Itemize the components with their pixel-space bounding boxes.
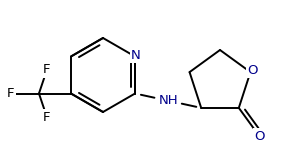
Text: N: N xyxy=(131,49,141,62)
Text: O: O xyxy=(247,64,258,77)
Text: NH: NH xyxy=(158,94,178,107)
Text: O: O xyxy=(254,130,265,143)
Text: F: F xyxy=(43,111,51,124)
Text: F: F xyxy=(7,87,15,100)
Text: F: F xyxy=(43,63,51,76)
